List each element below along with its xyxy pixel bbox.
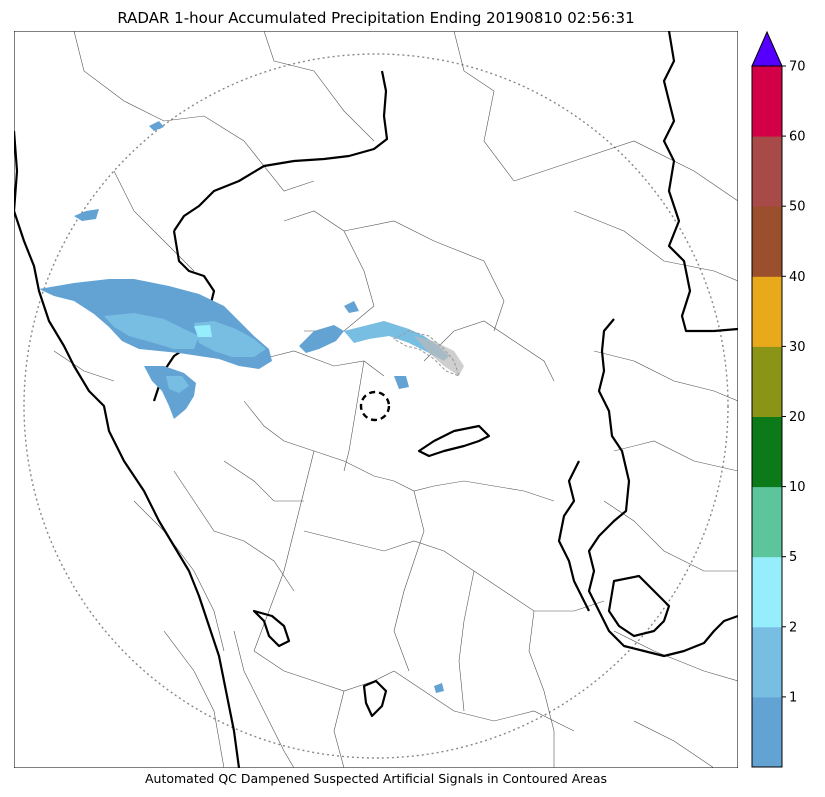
colorbar-tick-label: 50 xyxy=(789,200,806,215)
district-borders xyxy=(53,31,738,768)
colorbar-tick-label: 10 xyxy=(789,480,806,495)
colorbar-level-0 xyxy=(752,696,782,768)
colorbar-level-5 xyxy=(752,346,782,417)
precipitation-echoes xyxy=(39,121,464,693)
colorbar-level-2 xyxy=(752,556,782,628)
map-title: RADAR 1-hour Accumulated Precipitation E… xyxy=(117,9,635,27)
colorbar-level-9 xyxy=(752,66,782,137)
colorbar-tick-label: 60 xyxy=(789,130,806,145)
colorbar-tick-label: 2 xyxy=(789,620,797,635)
colorbar-tick-label: 5 xyxy=(789,550,797,565)
colorbar-level-6 xyxy=(752,276,782,347)
colorbar-tick-label: 40 xyxy=(789,270,806,285)
colorbar-tick-label: 30 xyxy=(789,340,806,355)
colorbar-extend-arrow xyxy=(751,30,783,67)
colorbar-level-7 xyxy=(752,206,782,277)
colorbar-level-3 xyxy=(752,486,782,558)
colorbar-tick-label: 70 xyxy=(789,60,806,75)
colorbar-boxes xyxy=(752,66,782,768)
colorbar: 1 2 5 10 20 30 40 50 60 70 xyxy=(751,30,806,768)
radar-site-marker xyxy=(359,390,391,422)
colorbar-tick-label: 20 xyxy=(789,410,806,425)
colorbar-ticks: 1 2 5 10 20 30 40 50 60 70 xyxy=(782,60,806,705)
radar-range-ring xyxy=(23,53,729,759)
qc-footnote: Automated QC Dampened Suspected Artifici… xyxy=(144,771,608,786)
colorbar-level-8 xyxy=(752,136,782,207)
qc-contoured-area xyxy=(392,330,460,377)
colorbar-outline xyxy=(751,65,783,768)
map-frame xyxy=(14,31,738,768)
colorbar-level-1 xyxy=(752,626,782,698)
colorbar-level-4 xyxy=(752,416,782,488)
colorbar-tick-label: 1 xyxy=(789,690,797,705)
radar-map xyxy=(14,31,738,768)
